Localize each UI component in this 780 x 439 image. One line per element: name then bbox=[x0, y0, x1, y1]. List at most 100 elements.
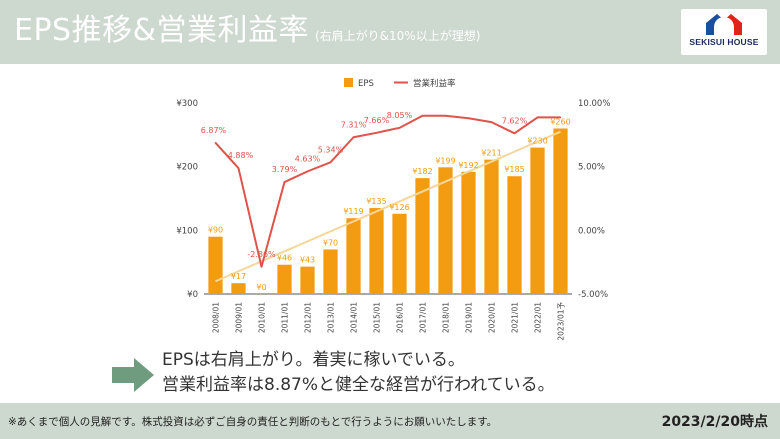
x-tick-label: 2014/01 bbox=[350, 302, 359, 333]
eps-bar bbox=[415, 178, 430, 294]
eps-bar bbox=[369, 208, 384, 294]
margin-point bbox=[444, 114, 447, 117]
x-tick-label: 2008/01 bbox=[212, 302, 221, 333]
y-left-tick-label: ¥200 bbox=[176, 163, 198, 173]
x-tick-label: 2016/01 bbox=[396, 302, 405, 333]
page-title-text: EPS推移&営業利益率 bbox=[14, 13, 309, 48]
x-tick-label: 2011/01 bbox=[281, 302, 290, 333]
y-left-tick-label: ¥100 bbox=[176, 226, 198, 236]
margin-point bbox=[237, 167, 240, 169]
margin-data-label: 7.62% bbox=[502, 116, 528, 125]
eps-data-label: ¥199 bbox=[435, 156, 455, 165]
eps-data-label: ¥192 bbox=[458, 161, 478, 170]
margin-point bbox=[260, 265, 263, 268]
y-right-tick-label: 10.00% bbox=[578, 99, 610, 109]
eps-data-label: ¥211 bbox=[481, 149, 501, 158]
eps-bar bbox=[553, 128, 568, 294]
eps-trendline bbox=[215, 130, 561, 283]
eps-margin-chart: EPS 営業利益率 ¥0 ¥100 ¥200 ¥300 -5.00% 0.00% 5.00% 10… bbox=[176, 78, 610, 341]
margin-line bbox=[214, 114, 561, 268]
eps-bar bbox=[231, 283, 246, 294]
page-title: EPS推移&営業利益率 (右肩上がり&10%以上が理想) bbox=[14, 8, 480, 54]
margin-point bbox=[214, 142, 217, 144]
eps-bar bbox=[300, 266, 315, 294]
margin-data-label: 6.87% bbox=[201, 126, 227, 135]
x-tick-label: 2009/01 bbox=[235, 302, 244, 333]
eps-bar bbox=[323, 249, 338, 294]
eps-bar bbox=[346, 218, 361, 294]
x-tick-label: 2017/01 bbox=[419, 302, 428, 333]
eps-data-label: ¥0 bbox=[256, 283, 266, 292]
x-tick-label: 2020/01 bbox=[488, 302, 497, 333]
eps-bar bbox=[507, 176, 522, 294]
eps-data-label: ¥185 bbox=[504, 165, 524, 174]
y-right-tick-label: 0.00% bbox=[578, 226, 605, 236]
x-tick-label: 2015/01 bbox=[373, 302, 382, 333]
margin-data-label: 3.79% bbox=[272, 165, 298, 174]
margin-point bbox=[283, 181, 286, 183]
margin-data-label: 8.05% bbox=[387, 111, 413, 120]
legend-label-margin: 営業利益率 bbox=[413, 78, 456, 89]
x-tick-label: 2012/01 bbox=[304, 302, 313, 333]
header-band: EPS推移&営業利益率 (右肩上がり&10%以上が理想) SEKISUI HOUS… bbox=[0, 0, 780, 64]
margin-point bbox=[421, 114, 424, 117]
eps-data-label: ¥17 bbox=[231, 272, 246, 281]
comment-box: EPSは右肩上がり。着実に稼いでいる。 営業利益率は8.87%と健全な経営が行わ… bbox=[162, 348, 555, 398]
eps-bar bbox=[208, 236, 223, 294]
eps-bar bbox=[484, 159, 499, 294]
chart-area: EPS 営業利益率 ¥0 ¥100 ¥200 ¥300 -5.00% 0.00% 5.00% 10… bbox=[162, 66, 618, 346]
legend-label-eps: EPS bbox=[358, 79, 374, 89]
logo-wordmark: SEKISUI HOUSE bbox=[689, 37, 759, 47]
comment-line-2: 営業利益率は8.87%と健全な経営が行われている。 bbox=[162, 375, 555, 395]
y-left-tick-label: ¥300 bbox=[176, 99, 198, 109]
x-tick-label: 2021/01 bbox=[511, 302, 520, 333]
x-tick-label: 2023/01予 bbox=[557, 302, 566, 341]
y-left-tick-label: ¥0 bbox=[187, 290, 198, 300]
margin-point bbox=[536, 116, 539, 119]
margin-point bbox=[398, 127, 401, 129]
eps-bar bbox=[392, 213, 407, 294]
company-logo: SEKISUI HOUSE bbox=[681, 9, 767, 55]
margin-point bbox=[559, 116, 562, 119]
house-logo-icon bbox=[706, 14, 742, 35]
page-subtitle: (右肩上がり&10%以上が理想) bbox=[314, 29, 481, 43]
x-tick-label: 2018/01 bbox=[442, 302, 451, 333]
as-of-date: 2023/2/20時点 bbox=[661, 414, 768, 430]
margin-data-label: -2.86% bbox=[247, 250, 276, 259]
eps-data-label: ¥90 bbox=[208, 226, 223, 235]
margin-point bbox=[329, 161, 332, 164]
margin-point bbox=[306, 170, 309, 173]
eps-data-label: ¥182 bbox=[412, 167, 432, 176]
eps-bar bbox=[530, 147, 545, 294]
x-tick-label: 2019/01 bbox=[465, 302, 474, 333]
eps-data-label: ¥70 bbox=[323, 238, 338, 247]
margin-data-label: 7.66% bbox=[364, 116, 390, 125]
y-right-tick-label: 5.00% bbox=[578, 163, 605, 173]
eps-bar bbox=[277, 264, 292, 294]
footer-band: ※あくまで個人の見解です。株式投資は必ずご自身の責任と判断のもとで行うようにお願… bbox=[0, 403, 780, 439]
margin-data-label: 4.63% bbox=[295, 154, 321, 163]
margin-point bbox=[375, 131, 378, 134]
eps-data-label: ¥126 bbox=[389, 203, 409, 212]
x-tick-label: 2010/01 bbox=[258, 302, 267, 333]
arrow-right-icon bbox=[112, 358, 154, 392]
margin-data-label: 5.34% bbox=[318, 145, 344, 154]
eps-data-label: ¥43 bbox=[300, 256, 315, 265]
eps-data-label: ¥135 bbox=[366, 197, 386, 206]
eps-bar bbox=[461, 171, 476, 294]
margin-data-label: 7.31% bbox=[341, 120, 367, 129]
eps-data-label: ¥46 bbox=[277, 254, 292, 263]
margin-data-label: 4.88% bbox=[228, 151, 254, 160]
margin-point bbox=[467, 117, 470, 120]
x-tick-label: 2022/01 bbox=[534, 302, 543, 333]
eps-data-label: ¥260 bbox=[550, 117, 570, 126]
eps-bar bbox=[438, 167, 453, 294]
y-right-tick-label: -5.00% bbox=[578, 290, 608, 300]
margin-point bbox=[513, 132, 516, 135]
x-tick-label: 2013/01 bbox=[327, 302, 336, 333]
margin-point bbox=[490, 121, 493, 123]
comment-line-1: EPSは右肩上がり。着実に稼いでいる。 bbox=[162, 350, 465, 370]
eps-data-label: ¥119 bbox=[343, 207, 363, 216]
eps-data-label: ¥230 bbox=[527, 137, 547, 146]
disclaimer-text: ※あくまで個人の見解です。株式投資は必ずご自身の責任と判断のもとで行うようにお願… bbox=[8, 416, 498, 428]
